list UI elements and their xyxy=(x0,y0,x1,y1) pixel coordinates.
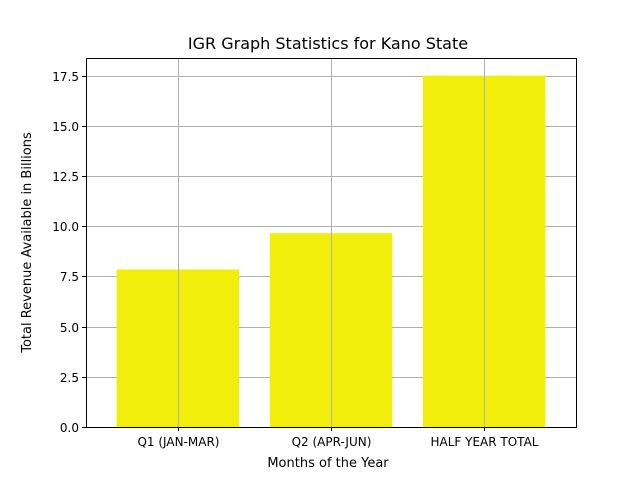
x-tick-label: HALF YEAR TOTAL xyxy=(431,435,539,449)
y-tick-label: 10.0 xyxy=(52,220,79,234)
y-axis-ticks: 0.0 2.5 5.0 7.5 10.0 12.5 15.0 17.5 xyxy=(52,70,86,435)
bar xyxy=(116,269,240,427)
x-axis-ticks: Q1 (JAN-MAR) Q2 (APR-JUN) HALF YEAR TOTAL xyxy=(137,427,539,449)
chart-title: IGR Graph Statistics for Kano State xyxy=(188,34,468,53)
vertical-grid xyxy=(178,58,485,427)
y-tick-label: 7.5 xyxy=(60,270,79,284)
y-tick-label: 15.0 xyxy=(52,120,79,134)
y-tick-label: 2.5 xyxy=(60,371,79,385)
x-tick-label: Q2 (APR-JUN) xyxy=(292,435,372,449)
y-tick-label: 17.5 xyxy=(52,70,79,84)
y-tick-label: 0.0 xyxy=(60,421,79,435)
y-tick-label: 12.5 xyxy=(52,170,79,184)
x-axis-label: Months of the Year xyxy=(267,456,389,471)
y-axis-label: Total Revenue Available in Billions xyxy=(20,132,35,354)
x-tick-label: Q1 (JAN-MAR) xyxy=(137,435,219,449)
y-tick-label: 5.0 xyxy=(60,321,79,335)
